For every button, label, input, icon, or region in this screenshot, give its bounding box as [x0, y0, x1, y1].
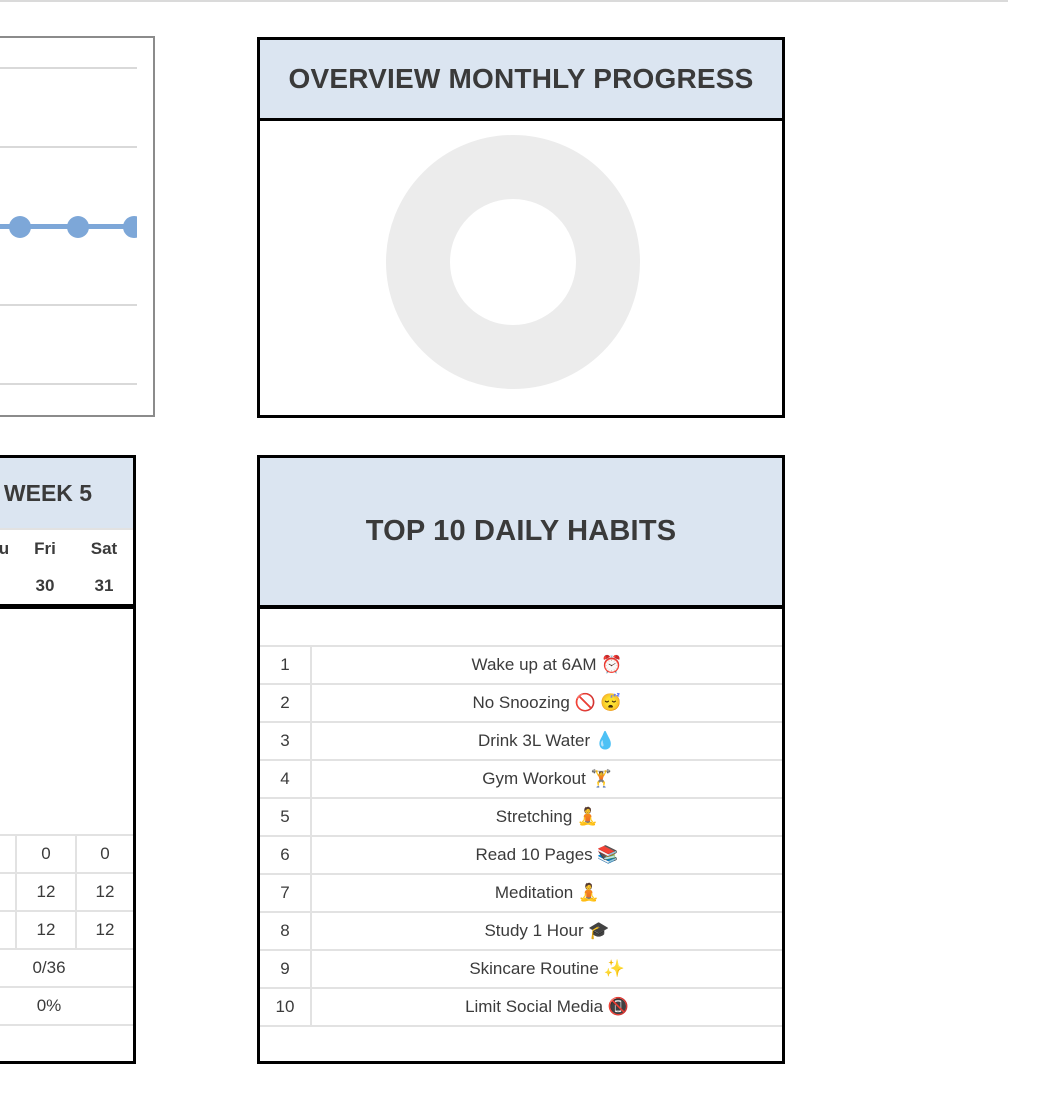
week5-percent-row: 0% [0, 986, 133, 1024]
overview-content [260, 121, 782, 415]
list-item: 5 Stretching 🧘 [260, 799, 782, 837]
overview-header: OVERVIEW MONTHLY PROGRESS [260, 40, 782, 121]
rank-cell[interactable]: 4 [260, 761, 312, 797]
rank-cell[interactable]: 10 [260, 989, 312, 1025]
list-item: 8 Study 1 Hour 🎓 [260, 913, 782, 951]
date-cell-sat[interactable]: 31 [94, 576, 114, 595]
day-cell-sat[interactable]: Sat [90, 539, 118, 558]
data-point-marker [67, 216, 89, 238]
rank-cell[interactable]: 9 [260, 951, 312, 987]
table-row: 12 12 [0, 872, 133, 910]
percent-cell[interactable]: 0% [36, 996, 62, 1015]
week5-day-row: u Fri Sat [0, 530, 133, 568]
habits-panel: TOP 10 DAILY HABITS 1 Wake up at 6AM ⏰ 2… [257, 455, 785, 1064]
chart-gridline [0, 146, 137, 148]
habits-header-cell[interactable]: TOP 10 DAILY HABITS [260, 458, 782, 609]
value-cell-fri[interactable]: 12 [15, 912, 75, 948]
list-item: 9 Skincare Routine ✨ [260, 951, 782, 989]
empty-row [0, 1024, 133, 1061]
habit-cell[interactable]: Gym Workout 🏋️ [482, 769, 612, 788]
rank-cell[interactable]: 3 [260, 723, 312, 759]
value-cell-fri[interactable]: 12 [15, 874, 75, 910]
habits-list: 1 Wake up at 6AM ⏰ 2 No Snoozing 🚫 😴 3 D… [260, 645, 782, 1027]
value-cell-sat[interactable]: 0 [75, 836, 133, 872]
list-item: 3 Drink 3L Water 💧 [260, 723, 782, 761]
value-cell-sat[interactable]: 12 [75, 912, 133, 948]
rank-cell[interactable]: 7 [260, 875, 312, 911]
habit-cell[interactable]: Limit Social Media 📵 [465, 997, 629, 1016]
week5-date-row: 30 31 [0, 568, 133, 604]
list-item: 7 Meditation 🧘 [260, 875, 782, 913]
data-point-marker [123, 216, 137, 238]
day-cell-thu-partial[interactable]: u [0, 539, 10, 558]
table-row: 0 0 [0, 834, 133, 872]
overview-panel: OVERVIEW MONTHLY PROGRESS [257, 37, 785, 418]
row-divider-line [0, 0, 1008, 2]
habit-cell[interactable]: Wake up at 6AM ⏰ [471, 655, 623, 674]
value-cell-sat[interactable]: 12 [75, 874, 133, 910]
progress-donut-chart [386, 135, 640, 389]
chart-gridline [0, 383, 137, 385]
weekly-trend-chart [0, 36, 155, 417]
chart-gridline [0, 67, 137, 69]
habit-cell[interactable]: Skincare Routine ✨ [469, 959, 625, 978]
table-row: 12 12 [0, 910, 133, 948]
list-item: 1 Wake up at 6AM ⏰ [260, 647, 782, 685]
week5-total-row: 0/36 [0, 948, 133, 986]
week5-title: WEEK 5 [3, 479, 93, 506]
habit-cell[interactable]: Study 1 Hour 🎓 [484, 921, 610, 940]
overview-title: OVERVIEW MONTHLY PROGRESS [288, 63, 754, 94]
rank-cell[interactable]: 8 [260, 913, 312, 949]
habits-title: TOP 10 DAILY HABITS [365, 515, 677, 547]
list-item: 6 Read 10 Pages 📚 [260, 837, 782, 875]
rank-cell[interactable]: 5 [260, 799, 312, 835]
total-cell[interactable]: 0/36 [32, 958, 66, 977]
habit-cell[interactable]: Read 10 Pages 📚 [475, 845, 619, 864]
week5-panel: WEEK 5 u Fri Sat 30 31 0 0 12 12 12 12 0… [0, 455, 136, 1064]
value-cell-fri[interactable]: 0 [15, 836, 75, 872]
habit-cell[interactable]: No Snoozing 🚫 😴 [472, 693, 622, 712]
list-item: 10 Limit Social Media 📵 [260, 989, 782, 1027]
day-cell-fri[interactable]: Fri [34, 539, 56, 558]
week5-separator [0, 604, 133, 609]
rank-cell[interactable]: 6 [260, 837, 312, 873]
rank-cell[interactable]: 2 [260, 685, 312, 721]
habit-cell[interactable]: Stretching 🧘 [495, 807, 599, 826]
week5-header-cell[interactable]: WEEK 5 [0, 458, 133, 530]
chart-gridline [0, 304, 137, 306]
date-cell-fri[interactable]: 30 [35, 576, 55, 595]
data-point-marker [9, 216, 31, 238]
date-cell-thu-partial[interactable] [0, 568, 15, 604]
list-item: 2 No Snoozing 🚫 😴 [260, 685, 782, 723]
habit-cell[interactable]: Meditation 🧘 [494, 883, 600, 902]
chart-plot-area [0, 38, 137, 415]
rank-cell[interactable]: 1 [260, 647, 312, 683]
list-item: 4 Gym Workout 🏋️ [260, 761, 782, 799]
habit-cell[interactable]: Drink 3L Water 💧 [478, 731, 616, 750]
